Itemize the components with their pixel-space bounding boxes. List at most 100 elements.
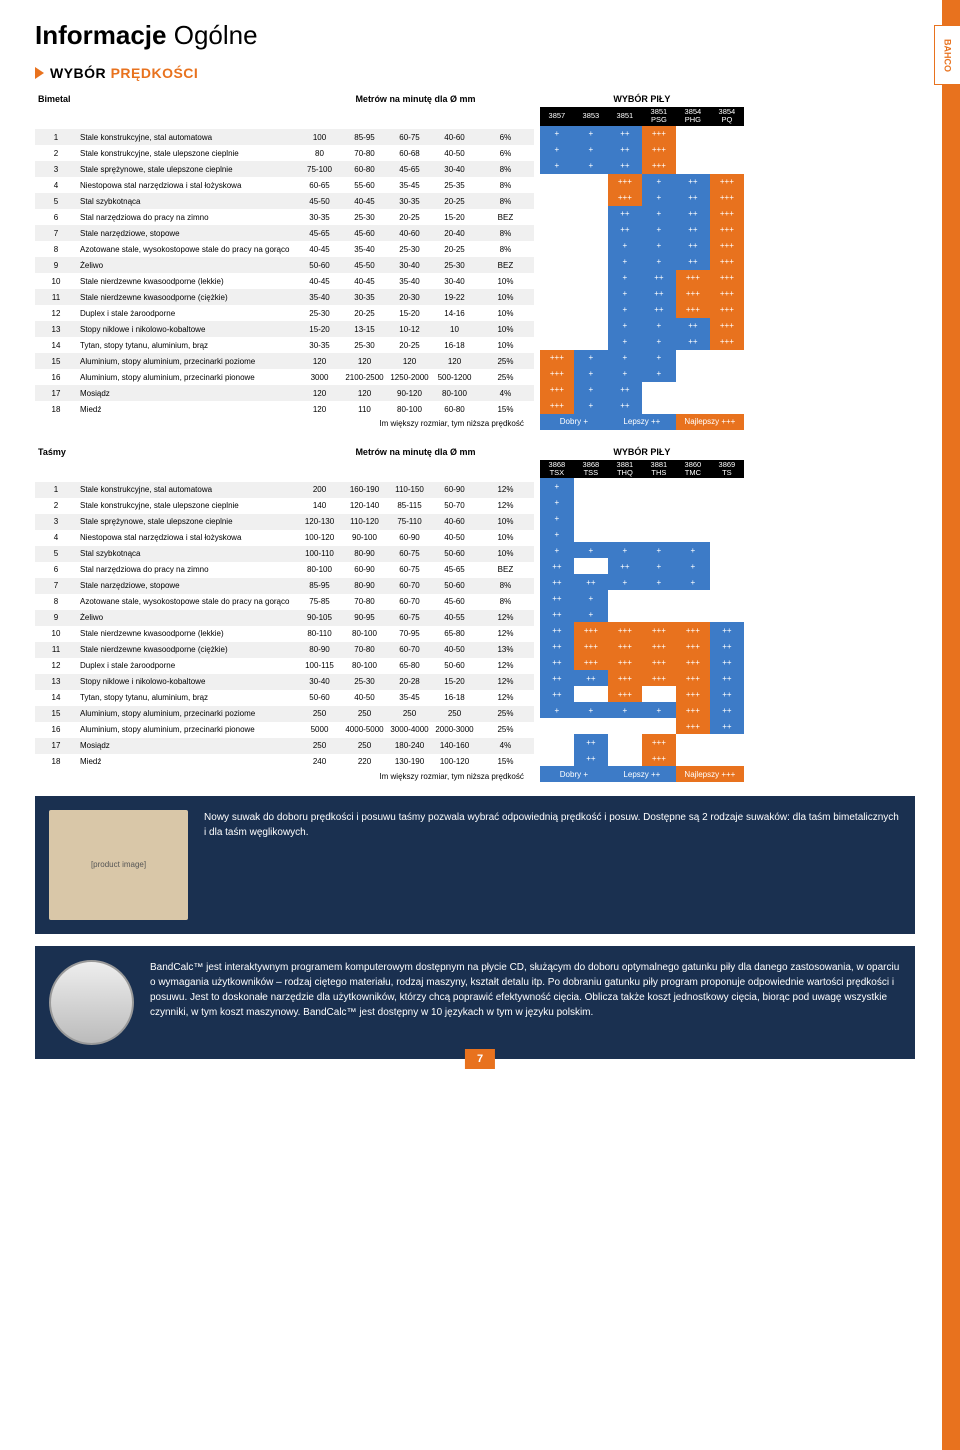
- rating-cell: ++: [676, 190, 710, 206]
- row-index: 4: [35, 530, 77, 546]
- rating-row: ++++++: [540, 366, 744, 382]
- speed-value: 20-25: [342, 305, 387, 321]
- speed-value: 25-30: [387, 241, 432, 257]
- table-row: 12Duplex i stale żaroodporne100-11580-10…: [35, 658, 534, 674]
- rating-cell: [710, 510, 744, 526]
- table-row: 1Stale konstrukcyjne, stal automatowa100…: [35, 129, 534, 145]
- rating-cell: [710, 142, 744, 158]
- rating-cell: +++: [642, 126, 676, 142]
- bandcalc-info-card: BandCalc™ jest interaktywnym programem k…: [35, 946, 915, 1059]
- row-index: 16: [35, 369, 77, 385]
- speed-value: 60-65: [297, 177, 342, 193]
- row-index: 9: [35, 257, 77, 273]
- table-row: 7Stale narzędziowe, stopowe45-6545-6040-…: [35, 225, 534, 241]
- speed-value: 100-115: [297, 658, 342, 674]
- speed-value: 40-45: [297, 241, 342, 257]
- rating-col-header: 3860TMC: [676, 460, 710, 479]
- rating-cell: [676, 510, 710, 526]
- rating-cell: +: [608, 254, 642, 270]
- speed-value: 4000-5000: [342, 722, 387, 738]
- rating-row: +++: [540, 606, 744, 622]
- rating-cell: +: [642, 238, 676, 254]
- row-index: 1: [35, 129, 77, 145]
- rating-cell: [608, 734, 642, 750]
- speed-value: 25-30: [297, 305, 342, 321]
- rating-cell: [710, 734, 744, 750]
- bandcalc-disc-image: [49, 960, 134, 1045]
- rating-row: +++++++: [540, 574, 744, 590]
- speed-value: 50-60: [297, 257, 342, 273]
- table-row: 9Żeliwo50-6045-5030-4025-30BEZ: [35, 257, 534, 273]
- rating-cell: +++: [608, 670, 642, 686]
- rating-cell: [574, 510, 608, 526]
- rating-col-header: 3854PHG: [676, 107, 710, 126]
- rating-cell: [710, 542, 744, 558]
- speed-header-title: Metrów na minutę dla Ø mm: [297, 91, 534, 107]
- rating-cell: [642, 526, 676, 542]
- speed-value: 3000: [297, 369, 342, 385]
- table-row: 10Stale nierdzewne kwasoodporne (lekkie)…: [35, 273, 534, 289]
- speed-value: 60-75: [387, 546, 432, 562]
- rating-cell: ++: [540, 654, 574, 670]
- speed-value: 15-20: [297, 321, 342, 337]
- speed-value: 100-120: [297, 530, 342, 546]
- rating-cell: [710, 382, 744, 398]
- row-index: 18: [35, 401, 77, 417]
- rating-cell: +: [540, 126, 574, 142]
- rating-cell: [710, 366, 744, 382]
- speed-value: 30-35: [342, 289, 387, 305]
- rating-cell: +: [676, 558, 710, 574]
- material-name: Stale konstrukcyjne, stal automatowa: [77, 482, 297, 498]
- rating-cell: [710, 494, 744, 510]
- speed-value: 35-40: [342, 241, 387, 257]
- rating-row: ++++++++++: [540, 686, 744, 702]
- speed-value: 90-100: [342, 530, 387, 546]
- row-index: 8: [35, 241, 77, 257]
- rating-cell: +++: [608, 686, 642, 702]
- speed-value: 75-100: [297, 161, 342, 177]
- rating-title: WYBÓR PIŁY: [540, 91, 744, 107]
- speed-value: 1250-2000: [387, 369, 432, 385]
- rating-cell: +++: [642, 622, 676, 638]
- material-name: Aluminium, stopy aluminium, przecinarki …: [77, 706, 297, 722]
- speed-col-header: 400-800: [387, 107, 432, 129]
- speed-value: 10-12: [387, 321, 432, 337]
- table-row: 14Tytan, stopy tytanu, aluminium, brąz30…: [35, 337, 534, 353]
- rating-cell: [574, 334, 608, 350]
- row-index: 2: [35, 498, 77, 514]
- speed-value: 180-240: [387, 738, 432, 754]
- speed-value: 60-80: [342, 161, 387, 177]
- table-row: 4Niestopowa stal narzędziowa i stal łoży…: [35, 177, 534, 193]
- speed-table-bimetal: BimetalMetrów na minutę dla Ø mmMateriał…: [35, 91, 534, 417]
- rating-cell: [608, 510, 642, 526]
- speed-value: 40-50: [432, 642, 477, 658]
- speed-col-header: 100-300: [342, 107, 387, 129]
- row-index: 12: [35, 658, 77, 674]
- speed-value: 250: [297, 738, 342, 754]
- rating-cell: +++: [574, 654, 608, 670]
- speed-value: 10%: [477, 273, 534, 289]
- rating-row: +++++++: [540, 334, 744, 350]
- rating-row: +: [540, 494, 744, 510]
- speed-value: 10%: [477, 321, 534, 337]
- rating-cell: [710, 750, 744, 766]
- rating-cell: +++: [676, 670, 710, 686]
- speed-value: 90-120: [387, 385, 432, 401]
- rating-cell: +++: [540, 398, 574, 414]
- rating-cell: +: [574, 158, 608, 174]
- table-row: 2Stale konstrukcyjne, stale ulepszone ci…: [35, 498, 534, 514]
- rating-cell: [574, 206, 608, 222]
- speed-value: 55-60: [342, 177, 387, 193]
- speed-value: 20-25: [432, 241, 477, 257]
- table-row: 5Stal szybkotnąca100-11080-9060-7550-601…: [35, 546, 534, 562]
- speed-value: 10%: [477, 514, 534, 530]
- rating-cell: +: [540, 142, 574, 158]
- rating-row: +: [540, 510, 744, 526]
- row-index: 14: [35, 690, 77, 706]
- speed-value: 8%: [477, 241, 534, 257]
- speed-value: BEZ: [477, 257, 534, 273]
- rating-cell: +++: [710, 254, 744, 270]
- rating-row: +++++: [540, 734, 744, 750]
- material-name: Stal narzędziowa do pracy na zimno: [77, 209, 297, 225]
- speed-value: 45-60: [432, 594, 477, 610]
